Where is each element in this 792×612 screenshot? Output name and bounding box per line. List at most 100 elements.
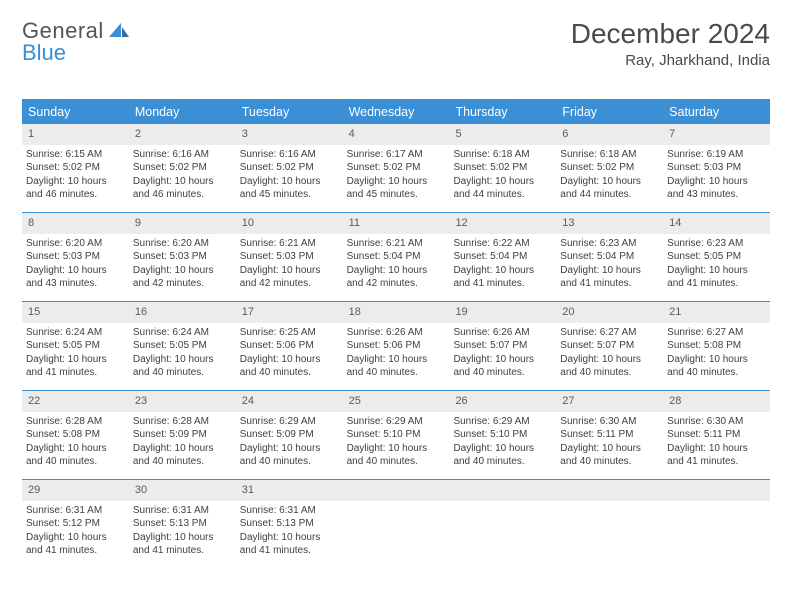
week-row: 8Sunrise: 6:20 AMSunset: 5:03 PMDaylight… [22, 212, 770, 301]
day-body: Sunrise: 6:16 AMSunset: 5:02 PMDaylight:… [236, 145, 343, 208]
day-number: 12 [449, 213, 556, 234]
day-number: 23 [129, 391, 236, 412]
day-number: 13 [556, 213, 663, 234]
daylight-line: Daylight: 10 hours and 43 minutes. [26, 264, 125, 291]
weekday-header: Monday [129, 101, 236, 123]
day-number: 20 [556, 302, 663, 323]
week-row: 15Sunrise: 6:24 AMSunset: 5:05 PMDayligh… [22, 301, 770, 390]
sunrise-line: Sunrise: 6:22 AM [453, 237, 552, 251]
weekday-header: Friday [556, 101, 663, 123]
day-cell: 13Sunrise: 6:23 AMSunset: 5:04 PMDayligh… [556, 213, 663, 301]
daylight-line: Daylight: 10 hours and 41 minutes. [26, 353, 125, 380]
day-body: Sunrise: 6:27 AMSunset: 5:07 PMDaylight:… [556, 323, 663, 386]
daylight-line: Daylight: 10 hours and 42 minutes. [133, 264, 232, 291]
day-cell: 29Sunrise: 6:31 AMSunset: 5:12 PMDayligh… [22, 480, 129, 568]
day-body: Sunrise: 6:29 AMSunset: 5:10 PMDaylight:… [343, 412, 450, 475]
sunset-line: Sunset: 5:03 PM [667, 161, 766, 175]
day-cell: 22Sunrise: 6:28 AMSunset: 5:08 PMDayligh… [22, 391, 129, 479]
daylight-line: Daylight: 10 hours and 41 minutes. [133, 531, 232, 558]
day-number: 4 [343, 124, 450, 145]
daylight-line: Daylight: 10 hours and 40 minutes. [667, 353, 766, 380]
day-cell: . [449, 480, 556, 568]
sunset-line: Sunset: 5:06 PM [240, 339, 339, 353]
weekday-header: Thursday [449, 101, 556, 123]
day-cell: 17Sunrise: 6:25 AMSunset: 5:06 PMDayligh… [236, 302, 343, 390]
daylight-line: Daylight: 10 hours and 41 minutes. [560, 264, 659, 291]
sunset-line: Sunset: 5:03 PM [240, 250, 339, 264]
sunrise-line: Sunrise: 6:23 AM [667, 237, 766, 251]
day-cell: . [663, 480, 770, 568]
day-number: 27 [556, 391, 663, 412]
sunrise-line: Sunrise: 6:21 AM [347, 237, 446, 251]
sunrise-line: Sunrise: 6:21 AM [240, 237, 339, 251]
daylight-line: Daylight: 10 hours and 40 minutes. [347, 353, 446, 380]
daylight-line: Daylight: 10 hours and 40 minutes. [133, 353, 232, 380]
daylight-line: Daylight: 10 hours and 43 minutes. [667, 175, 766, 202]
day-cell: 26Sunrise: 6:29 AMSunset: 5:10 PMDayligh… [449, 391, 556, 479]
day-cell: 12Sunrise: 6:22 AMSunset: 5:04 PMDayligh… [449, 213, 556, 301]
sunset-line: Sunset: 5:03 PM [133, 250, 232, 264]
sunrise-line: Sunrise: 6:29 AM [240, 415, 339, 429]
daylight-line: Daylight: 10 hours and 41 minutes. [26, 531, 125, 558]
day-number: 24 [236, 391, 343, 412]
sunset-line: Sunset: 5:06 PM [347, 339, 446, 353]
daylight-line: Daylight: 10 hours and 44 minutes. [453, 175, 552, 202]
sunrise-line: Sunrise: 6:25 AM [240, 326, 339, 340]
sunset-line: Sunset: 5:11 PM [560, 428, 659, 442]
day-cell: . [343, 480, 450, 568]
sunrise-line: Sunrise: 6:16 AM [133, 148, 232, 162]
day-body: Sunrise: 6:18 AMSunset: 5:02 PMDaylight:… [556, 145, 663, 208]
day-number: 11 [343, 213, 450, 234]
day-cell: 11Sunrise: 6:21 AMSunset: 5:04 PMDayligh… [343, 213, 450, 301]
day-cell: 27Sunrise: 6:30 AMSunset: 5:11 PMDayligh… [556, 391, 663, 479]
sunrise-line: Sunrise: 6:20 AM [26, 237, 125, 251]
weekday-header: Saturday [663, 101, 770, 123]
day-cell: 20Sunrise: 6:27 AMSunset: 5:07 PMDayligh… [556, 302, 663, 390]
day-body: Sunrise: 6:29 AMSunset: 5:09 PMDaylight:… [236, 412, 343, 475]
sunset-line: Sunset: 5:04 PM [453, 250, 552, 264]
day-body: Sunrise: 6:20 AMSunset: 5:03 PMDaylight:… [129, 234, 236, 297]
sunrise-line: Sunrise: 6:18 AM [453, 148, 552, 162]
day-cell: 31Sunrise: 6:31 AMSunset: 5:13 PMDayligh… [236, 480, 343, 568]
sunrise-line: Sunrise: 6:27 AM [667, 326, 766, 340]
sunrise-line: Sunrise: 6:19 AM [667, 148, 766, 162]
day-body: Sunrise: 6:26 AMSunset: 5:07 PMDaylight:… [449, 323, 556, 386]
day-body: Sunrise: 6:19 AMSunset: 5:03 PMDaylight:… [663, 145, 770, 208]
sunset-line: Sunset: 5:10 PM [347, 428, 446, 442]
sunrise-line: Sunrise: 6:26 AM [347, 326, 446, 340]
sunset-line: Sunset: 5:11 PM [667, 428, 766, 442]
day-body: Sunrise: 6:24 AMSunset: 5:05 PMDaylight:… [22, 323, 129, 386]
day-number: . [449, 480, 556, 501]
day-number: 28 [663, 391, 770, 412]
day-cell: 30Sunrise: 6:31 AMSunset: 5:13 PMDayligh… [129, 480, 236, 568]
daylight-line: Daylight: 10 hours and 40 minutes. [453, 442, 552, 469]
daylight-line: Daylight: 10 hours and 40 minutes. [347, 442, 446, 469]
daylight-line: Daylight: 10 hours and 45 minutes. [347, 175, 446, 202]
sunrise-line: Sunrise: 6:15 AM [26, 148, 125, 162]
sunrise-line: Sunrise: 6:29 AM [453, 415, 552, 429]
sunset-line: Sunset: 5:02 PM [240, 161, 339, 175]
day-number: 31 [236, 480, 343, 501]
day-cell: 25Sunrise: 6:29 AMSunset: 5:10 PMDayligh… [343, 391, 450, 479]
day-cell: 1Sunrise: 6:15 AMSunset: 5:02 PMDaylight… [22, 124, 129, 212]
day-number: 7 [663, 124, 770, 145]
day-cell: 18Sunrise: 6:26 AMSunset: 5:06 PMDayligh… [343, 302, 450, 390]
day-body: Sunrise: 6:16 AMSunset: 5:02 PMDaylight:… [129, 145, 236, 208]
sunrise-line: Sunrise: 6:18 AM [560, 148, 659, 162]
day-cell: 2Sunrise: 6:16 AMSunset: 5:02 PMDaylight… [129, 124, 236, 212]
daylight-line: Daylight: 10 hours and 46 minutes. [133, 175, 232, 202]
day-number: 29 [22, 480, 129, 501]
daylight-line: Daylight: 10 hours and 40 minutes. [240, 442, 339, 469]
day-number: 16 [129, 302, 236, 323]
calendar: SundayMondayTuesdayWednesdayThursdayFrid… [22, 99, 770, 568]
day-cell: 28Sunrise: 6:30 AMSunset: 5:11 PMDayligh… [663, 391, 770, 479]
sunset-line: Sunset: 5:09 PM [133, 428, 232, 442]
sunset-line: Sunset: 5:08 PM [26, 428, 125, 442]
day-body: Sunrise: 6:21 AMSunset: 5:04 PMDaylight:… [343, 234, 450, 297]
day-number: . [663, 480, 770, 501]
weekday-header: Wednesday [343, 101, 450, 123]
day-number: 19 [449, 302, 556, 323]
logo-word-2: Blue [22, 40, 66, 66]
day-cell: 24Sunrise: 6:29 AMSunset: 5:09 PMDayligh… [236, 391, 343, 479]
day-body: Sunrise: 6:17 AMSunset: 5:02 PMDaylight:… [343, 145, 450, 208]
